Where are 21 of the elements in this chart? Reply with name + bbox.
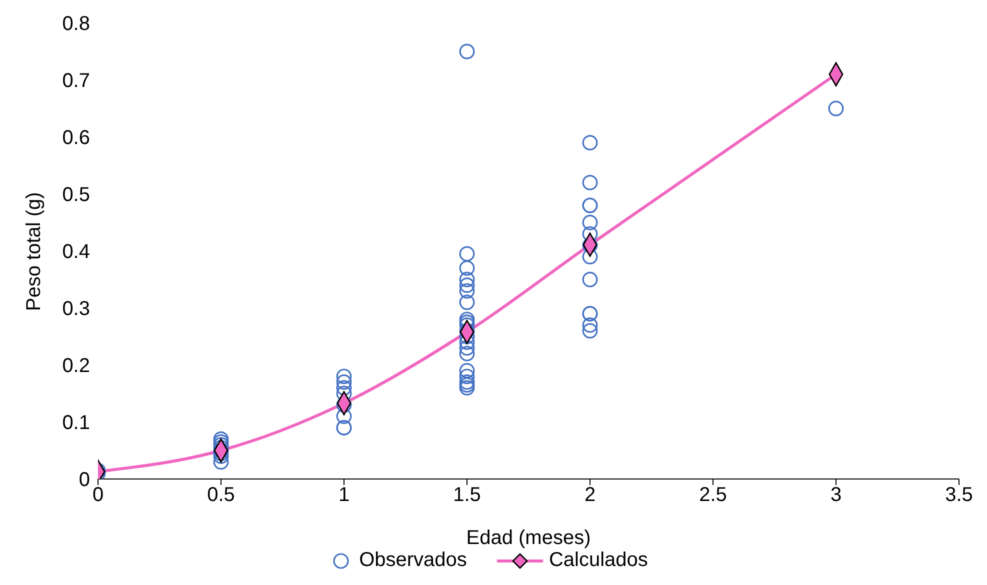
x-tick-label: 0.5 [207, 484, 235, 506]
y-tick-label: 0.3 [62, 298, 90, 320]
x-tick-label: 3 [830, 484, 842, 506]
legend-label: Observados [359, 549, 467, 572]
y-tick-label: 0.1 [62, 412, 90, 434]
y-tick-label: 0.5 [62, 184, 90, 206]
y-tick-label: 0.4 [62, 241, 90, 264]
x-tick-label: 0 [92, 484, 104, 506]
y-axis-title: Peso total (g) [23, 192, 46, 311]
y-tick-label: 0.8 [62, 13, 90, 36]
legend-label: Calculados [548, 549, 648, 572]
x-tick-label: 3.5 [945, 484, 973, 506]
x-tick-label: 2 [584, 484, 596, 506]
x-tick-label: 1.5 [453, 484, 481, 506]
y-tick-label: 0 [78, 469, 90, 492]
x-tick-label: 1 [338, 484, 350, 506]
x-tick-label: 2.5 [699, 484, 727, 506]
y-tick-label: 0.6 [62, 127, 90, 150]
x-axis-title: Edad (meses) [466, 527, 591, 549]
y-tick-label: 0.7 [62, 70, 90, 92]
y-tick-label: 0.2 [62, 355, 90, 378]
